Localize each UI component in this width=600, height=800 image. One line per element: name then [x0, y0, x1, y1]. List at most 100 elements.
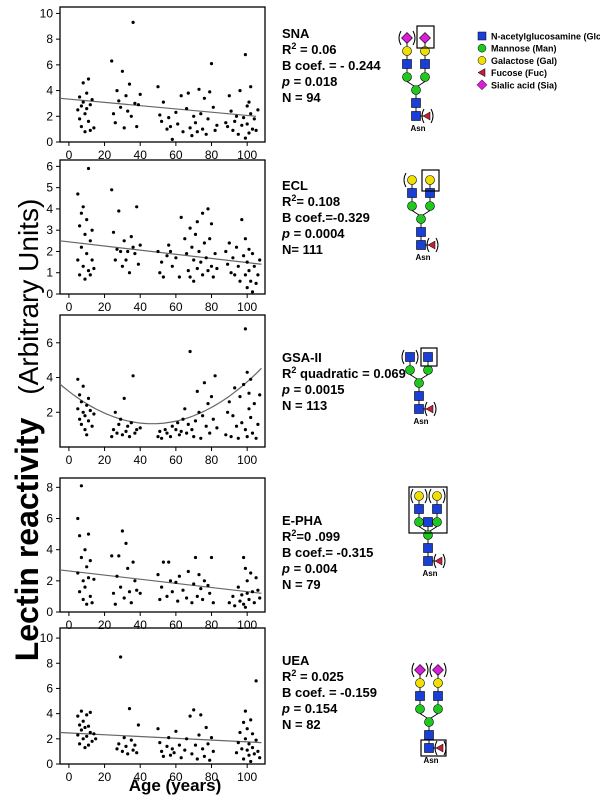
x-tick-label: 80 — [205, 148, 219, 162]
mannose-circle — [416, 214, 426, 224]
y-tick-label: 4 — [46, 371, 53, 385]
data-point — [185, 737, 189, 741]
y-tick-label: 8 — [46, 32, 53, 46]
data-point — [199, 436, 203, 440]
left-parenthesis — [403, 172, 407, 188]
data-point — [195, 757, 199, 761]
data-point — [174, 256, 178, 260]
data-point — [193, 121, 198, 125]
data-point — [133, 252, 137, 256]
data-point — [160, 119, 164, 123]
data-point — [247, 269, 251, 273]
asn-label: Asn — [423, 756, 438, 765]
x-tick-label: 100 — [237, 300, 257, 314]
data-point — [254, 128, 258, 132]
data-point — [81, 737, 85, 741]
x-tick-label: 60 — [169, 300, 183, 314]
data-point — [76, 108, 80, 112]
data-point — [197, 573, 201, 577]
glycan-bond — [411, 210, 420, 216]
data-point — [126, 424, 130, 428]
data-point — [117, 422, 121, 426]
data-point — [227, 400, 231, 404]
mannose-circle — [432, 517, 442, 527]
data-point — [160, 585, 164, 589]
data-point — [78, 590, 82, 594]
data-point — [249, 279, 253, 283]
data-point — [247, 753, 251, 757]
data-point — [176, 421, 180, 425]
y-tick-label: 4 — [46, 202, 53, 216]
data-point — [133, 579, 137, 583]
y-tick-label: 6 — [46, 58, 53, 72]
data-point — [161, 560, 165, 564]
data-point — [226, 410, 230, 414]
glycan-uea: Asn — [411, 662, 447, 765]
stat-line: N = 94 — [282, 90, 321, 105]
legend-label: Sialic acid (Sia) — [491, 80, 557, 90]
stat-line: B coef.=-0.329 — [282, 210, 370, 225]
data-point — [79, 484, 83, 488]
data-point — [81, 719, 85, 723]
data-point — [88, 239, 92, 243]
data-point — [213, 374, 217, 378]
data-point — [234, 751, 239, 755]
data-point — [165, 744, 169, 749]
data-point — [90, 228, 94, 232]
data-point — [113, 258, 117, 262]
y-tick-label: 5 — [46, 181, 53, 195]
data-point — [233, 119, 237, 123]
data-point — [126, 566, 130, 571]
data-point — [170, 264, 174, 268]
mannose-circle — [415, 704, 425, 714]
glycan-e-pha: Asn — [408, 486, 448, 578]
stat-line: B coef. = -0.159 — [282, 685, 377, 700]
data-point — [193, 743, 198, 747]
data-point — [190, 134, 194, 138]
glcnac-square — [405, 352, 415, 362]
stat-text: B coef. = - 0.244 — [282, 58, 381, 73]
data-point — [199, 260, 203, 264]
data-point — [122, 126, 126, 130]
data-point — [168, 435, 173, 439]
data-point — [256, 273, 260, 277]
lectin-name: E-PHA — [282, 513, 323, 528]
data-point — [78, 417, 82, 421]
data-point — [85, 734, 89, 738]
data-point — [208, 90, 212, 94]
data-point — [179, 429, 183, 433]
data-point — [204, 424, 208, 428]
data-point — [122, 736, 126, 740]
data-point — [247, 100, 251, 104]
data-point — [83, 414, 87, 418]
lectin-name: GSA-II — [282, 350, 322, 365]
data-point — [192, 582, 196, 586]
data-point — [124, 429, 128, 433]
data-point — [231, 594, 235, 599]
right-parenthesis — [425, 662, 429, 678]
data-point — [83, 112, 87, 116]
data-point — [188, 714, 192, 718]
data-point — [86, 77, 91, 81]
data-point — [86, 532, 91, 536]
stat-line: R2 = 0.025 — [282, 668, 344, 684]
data-point — [245, 579, 249, 583]
glycan-bond — [419, 713, 428, 719]
data-point — [165, 594, 169, 599]
plot-frame — [59, 159, 266, 295]
data-point — [229, 109, 233, 113]
legend-square-icon — [477, 31, 487, 41]
data-point — [131, 20, 135, 24]
data-point — [211, 417, 215, 421]
data-point — [138, 591, 142, 595]
galactose-circle — [415, 678, 425, 688]
x-tick-label: 100 — [237, 618, 257, 632]
data-point — [110, 554, 114, 558]
data-point — [117, 99, 121, 103]
data-point — [88, 103, 92, 107]
data-point — [124, 94, 128, 98]
data-point — [186, 269, 190, 273]
data-point — [229, 435, 233, 439]
